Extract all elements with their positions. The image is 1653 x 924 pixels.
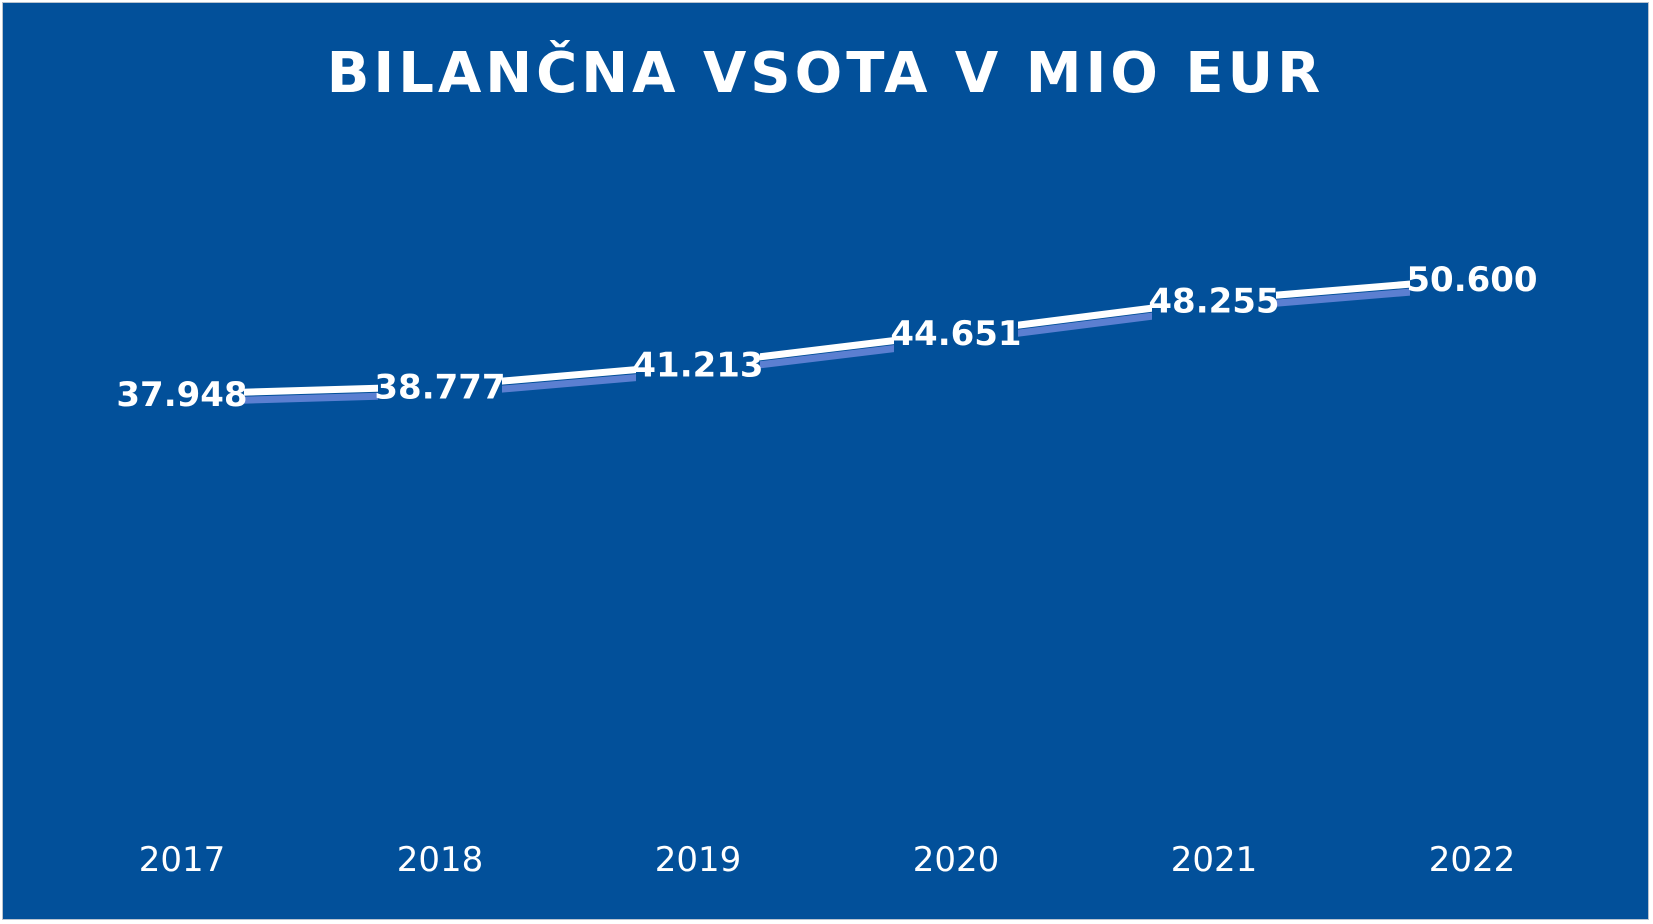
data-label-box-2017 — [120, 370, 244, 418]
data-point-2019: 41.213 — [632, 340, 764, 389]
x-tick-label-2018: 2018 — [397, 840, 484, 880]
data-label-box-2022 — [1410, 255, 1534, 303]
data-label-box-2021 — [1152, 276, 1276, 325]
data-point-2020: 44.651 — [890, 309, 1022, 358]
data-label-box-2019 — [636, 340, 760, 389]
data-label-2019: 41.213 — [632, 345, 763, 385]
data-point-2017: 37.948 — [116, 370, 248, 418]
chart-plot: 37.948 38.777 41.213 44.651 48.255 50.600 201… — [116, 255, 1538, 880]
data-label-2020: 44.651 — [890, 314, 1021, 354]
data-label-2018: 38.777 — [374, 367, 505, 407]
data-label-box-2018 — [378, 362, 502, 411]
data-point-2018: 38.777 — [374, 362, 506, 411]
x-tick-label-2022: 2022 — [1429, 840, 1516, 880]
data-label-2022: 50.600 — [1406, 260, 1537, 300]
data-label-box-2020 — [894, 309, 1018, 358]
data-point-2021: 48.255 — [1148, 276, 1280, 325]
data-point-2022: 50.600 — [1406, 255, 1538, 303]
x-tick-label-2021: 2021 — [1171, 840, 1258, 880]
data-label-2017: 37.948 — [116, 375, 247, 415]
chart-title: BILANČNA VSOTA V MIO EUR — [326, 41, 1325, 106]
x-tick-label-2020: 2020 — [913, 840, 1000, 880]
data-label-2021: 48.255 — [1148, 281, 1279, 321]
x-tick-label-2019: 2019 — [655, 840, 742, 880]
x-tick-label-2017: 2017 — [139, 840, 226, 880]
